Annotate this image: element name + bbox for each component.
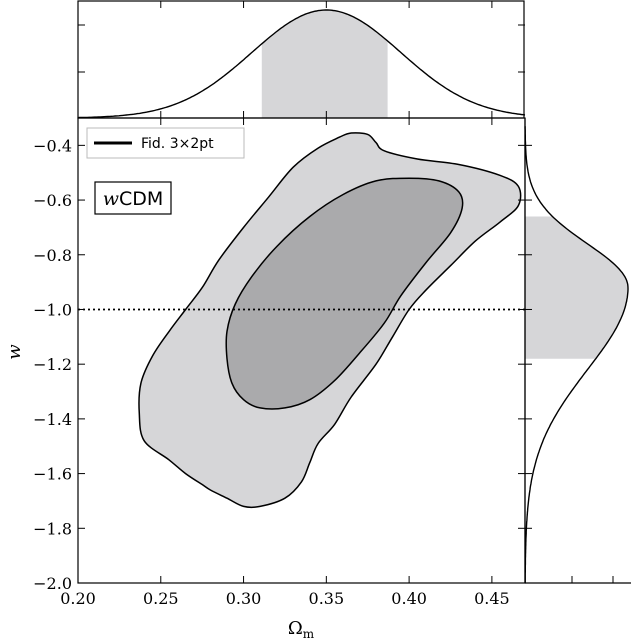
legend: Fid. 3×2pt (86, 127, 245, 159)
right-marginal-curve (524, 126, 629, 583)
top-marginal-curve (77, 9, 526, 119)
y-tick-label: −0.4 (33, 136, 72, 155)
y-tick-label: −2.0 (33, 574, 72, 593)
y-tick-label: −1.2 (33, 355, 72, 374)
top-marginal-panel (77, 0, 526, 119)
y-tick-label: −1.6 (33, 465, 72, 484)
legend-entry-fid-3x2pt: Fid. 3×2pt (141, 136, 214, 152)
main-panel: 0.20 0.25 0.30 0.35 0.40 0.45 −2.0 −1.8 −1.6 −1.… (4, 117, 526, 641)
x-tick-label: 0.20 (60, 589, 96, 608)
top-marginal-shaded-interval (261, 10, 388, 118)
x-axis-label: Ωm (288, 618, 315, 641)
y-tick-label: −0.6 (33, 191, 72, 210)
model-annotation-text: wCDM (103, 188, 164, 210)
model-annotation: wCDM (94, 181, 172, 215)
x-axis-label-main: Ω (288, 618, 303, 639)
y-tick-label: −1.0 (33, 300, 72, 319)
x-tick-label: 0.30 (226, 589, 262, 608)
right-marginal-panel (524, 118, 631, 584)
y-tick-label: −1.4 (33, 410, 72, 429)
model-annotation-box (94, 181, 172, 215)
contour-inner (225, 177, 464, 410)
right-marginal-ticks (525, 144, 631, 584)
y-axis-ticks (78, 144, 525, 584)
x-axis-tick-labels: 0.20 0.25 0.30 0.35 0.40 0.45 (60, 589, 510, 608)
y-axis-tick-labels: −2.0 −1.8 −1.6 −1.4 −1.2 −1.0 −0.8 −0.6 −0.4 (33, 136, 72, 593)
right-marginal-shaded-interval (525, 216, 628, 359)
x-tick-label: 0.45 (474, 589, 510, 608)
x-axis-label-sub: m (303, 627, 315, 641)
y-tick-label: −0.8 (33, 246, 72, 265)
main-frame (77, 117, 526, 584)
x-tick-label: 0.40 (391, 589, 427, 608)
x-tick-label: 0.25 (143, 589, 179, 608)
x-tick-label: 0.35 (309, 589, 345, 608)
top-marginal-ticks (77, 1, 525, 118)
y-axis-label: w (4, 344, 25, 360)
x-axis-ticks (77, 118, 493, 583)
model-annotation-italic: w (103, 188, 119, 210)
y-tick-label: −1.8 (33, 519, 72, 538)
model-annotation-rest: CDM (119, 188, 163, 210)
